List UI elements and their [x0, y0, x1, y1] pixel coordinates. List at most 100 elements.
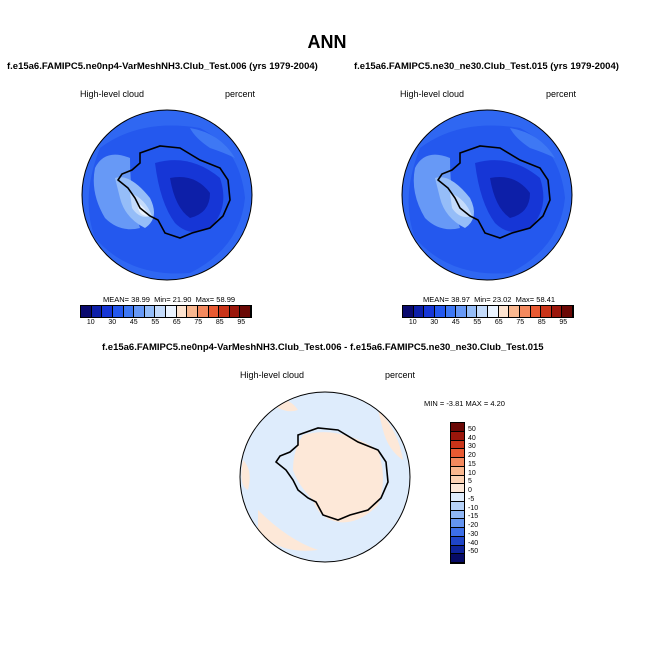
- colorbar-tick-label: 65: [494, 319, 503, 326]
- colorbar-swatch: [240, 306, 251, 317]
- colorbar-swatch: [197, 306, 209, 317]
- colorbar-swatch: [451, 519, 464, 528]
- diff-polar-map: [239, 391, 411, 563]
- colorbar-tick-label: 50: [468, 425, 476, 433]
- diff-variable-label: High-level cloud: [240, 370, 305, 380]
- colorbar-swatch: [498, 306, 510, 317]
- colorbar-swatch: [424, 306, 435, 317]
- colorbar-swatch: [187, 306, 198, 317]
- diff-colorbar: [450, 422, 465, 564]
- right-colorbar-labels: 10 30 45 55 65 75 85 95: [402, 319, 574, 329]
- colorbar-tick-label: -15: [468, 513, 479, 521]
- colorbar-swatch: [219, 306, 230, 317]
- figure-title: ANN: [307, 32, 347, 52]
- colorbar-tick-label: 40: [468, 434, 476, 442]
- colorbar-tick-label: 55: [151, 319, 160, 326]
- colorbar-tick-label: 15: [468, 460, 476, 468]
- colorbar-tick-label: 30: [108, 319, 117, 326]
- colorbar-tick-label: 0: [468, 487, 472, 494]
- colorbar-swatch: [134, 306, 145, 317]
- colorbar-swatch: [509, 306, 520, 317]
- colorbar-swatch: [91, 306, 103, 317]
- right-colorbar: [402, 305, 574, 318]
- colorbar-tick-label: 30: [430, 319, 439, 326]
- left-variable-label: High-level cloud: [80, 89, 145, 99]
- diff-stats: MIN = -3.81 MAX = 4.20: [424, 399, 505, 408]
- colorbar-swatch: [445, 306, 457, 317]
- colorbar-swatch: [451, 501, 464, 511]
- left-polar-map: [81, 109, 253, 281]
- colorbar-tick-label: 20: [468, 452, 476, 459]
- colorbar-tick-label: 30: [468, 443, 476, 451]
- left-colorbar: [80, 305, 252, 318]
- colorbar-tick-label: 65: [172, 319, 181, 326]
- colorbar-swatch: [456, 306, 467, 317]
- colorbar-swatch: [451, 484, 464, 493]
- colorbar-tick-label: -30: [468, 530, 479, 538]
- colorbar-swatch: [451, 545, 464, 555]
- colorbar-tick-label: 10: [86, 319, 95, 326]
- colorbar-swatch: [451, 431, 464, 441]
- colorbar-swatch: [144, 306, 156, 317]
- colorbar-swatch: [451, 536, 464, 546]
- left-units-label: percent: [225, 89, 256, 99]
- colorbar-swatch: [488, 306, 499, 317]
- left-stats: MEAN= 38.99 Min= 21.90 Max= 58.99: [103, 295, 236, 304]
- colorbar-swatch: [451, 466, 464, 476]
- right-units-label: percent: [546, 89, 577, 99]
- colorbar-swatch: [229, 306, 241, 317]
- colorbar-swatch: [519, 306, 531, 317]
- right-variable-label: High-level cloud: [400, 89, 465, 99]
- colorbar-swatch: [466, 306, 478, 317]
- colorbar-tick-label: 75: [194, 319, 203, 326]
- right-polar-map: [401, 109, 573, 281]
- colorbar-tick-label: 85: [537, 319, 546, 326]
- colorbar-swatch: [123, 306, 135, 317]
- colorbar-swatch: [403, 306, 414, 317]
- right-stats: MEAN= 38.97 Min= 23.02 Max= 58.41: [423, 295, 556, 304]
- right-panel-title: f.e15a6.FAMIPC5.ne30_ne30.Club_Test.015 …: [354, 61, 619, 72]
- colorbar-tick-label: 95: [237, 319, 246, 326]
- colorbar-swatch: [551, 306, 563, 317]
- colorbar-swatch: [562, 306, 573, 317]
- colorbar-tick-label: -20: [468, 522, 479, 529]
- colorbar-tick-label: 75: [516, 319, 525, 326]
- colorbar-swatch: [530, 306, 542, 317]
- diff-panel-title: f.e15a6.FAMIPC5.ne0np4-VarMeshNH3.Club_T…: [102, 342, 544, 353]
- colorbar-swatch: [451, 458, 464, 467]
- colorbar-tick-label: -40: [468, 539, 479, 547]
- colorbar-tick-label: -50: [468, 548, 479, 556]
- colorbar-tick-label: 45: [129, 319, 138, 326]
- colorbar-swatch: [451, 449, 464, 458]
- colorbar-tick-label: 85: [215, 319, 224, 326]
- diff-units-label: percent: [385, 370, 416, 380]
- colorbar-swatch: [451, 475, 464, 485]
- colorbar-swatch: [451, 493, 464, 502]
- colorbar-swatch: [451, 423, 464, 432]
- colorbar-swatch: [477, 306, 488, 317]
- colorbar-tick-label: 10: [468, 469, 476, 477]
- colorbar-tick-label: 95: [559, 319, 568, 326]
- colorbar-tick-label: 55: [473, 319, 482, 326]
- left-colorbar-labels: 10 30 45 55 65 75 85 95: [80, 319, 252, 329]
- colorbar-swatch: [451, 528, 464, 537]
- colorbar-swatch: [434, 306, 446, 317]
- colorbar-swatch: [102, 306, 113, 317]
- colorbar-swatch: [451, 440, 464, 450]
- colorbar-swatch: [541, 306, 552, 317]
- colorbar-swatch: [208, 306, 220, 317]
- left-panel-title: f.e15a6.FAMIPC5.ne0np4-VarMeshNH3.Club_T…: [7, 61, 318, 72]
- colorbar-swatch: [81, 306, 92, 317]
- colorbar-swatch: [413, 306, 425, 317]
- colorbar-swatch: [451, 510, 464, 520]
- diff-colorbar-labels: 50 40 30 20 15 10 5 0 -5 -10 -15 -20 -30 -40 -50: [468, 422, 498, 562]
- colorbar-swatch: [451, 554, 464, 563]
- colorbar-swatch: [112, 306, 124, 317]
- colorbar-swatch: [176, 306, 188, 317]
- colorbar-tick-label: -10: [468, 504, 479, 512]
- colorbar-swatch: [155, 306, 166, 317]
- colorbar-tick-label: 5: [468, 478, 472, 486]
- colorbar-tick-label: 10: [408, 319, 417, 326]
- colorbar-tick-label: -5: [468, 495, 475, 503]
- colorbar-swatch: [166, 306, 177, 317]
